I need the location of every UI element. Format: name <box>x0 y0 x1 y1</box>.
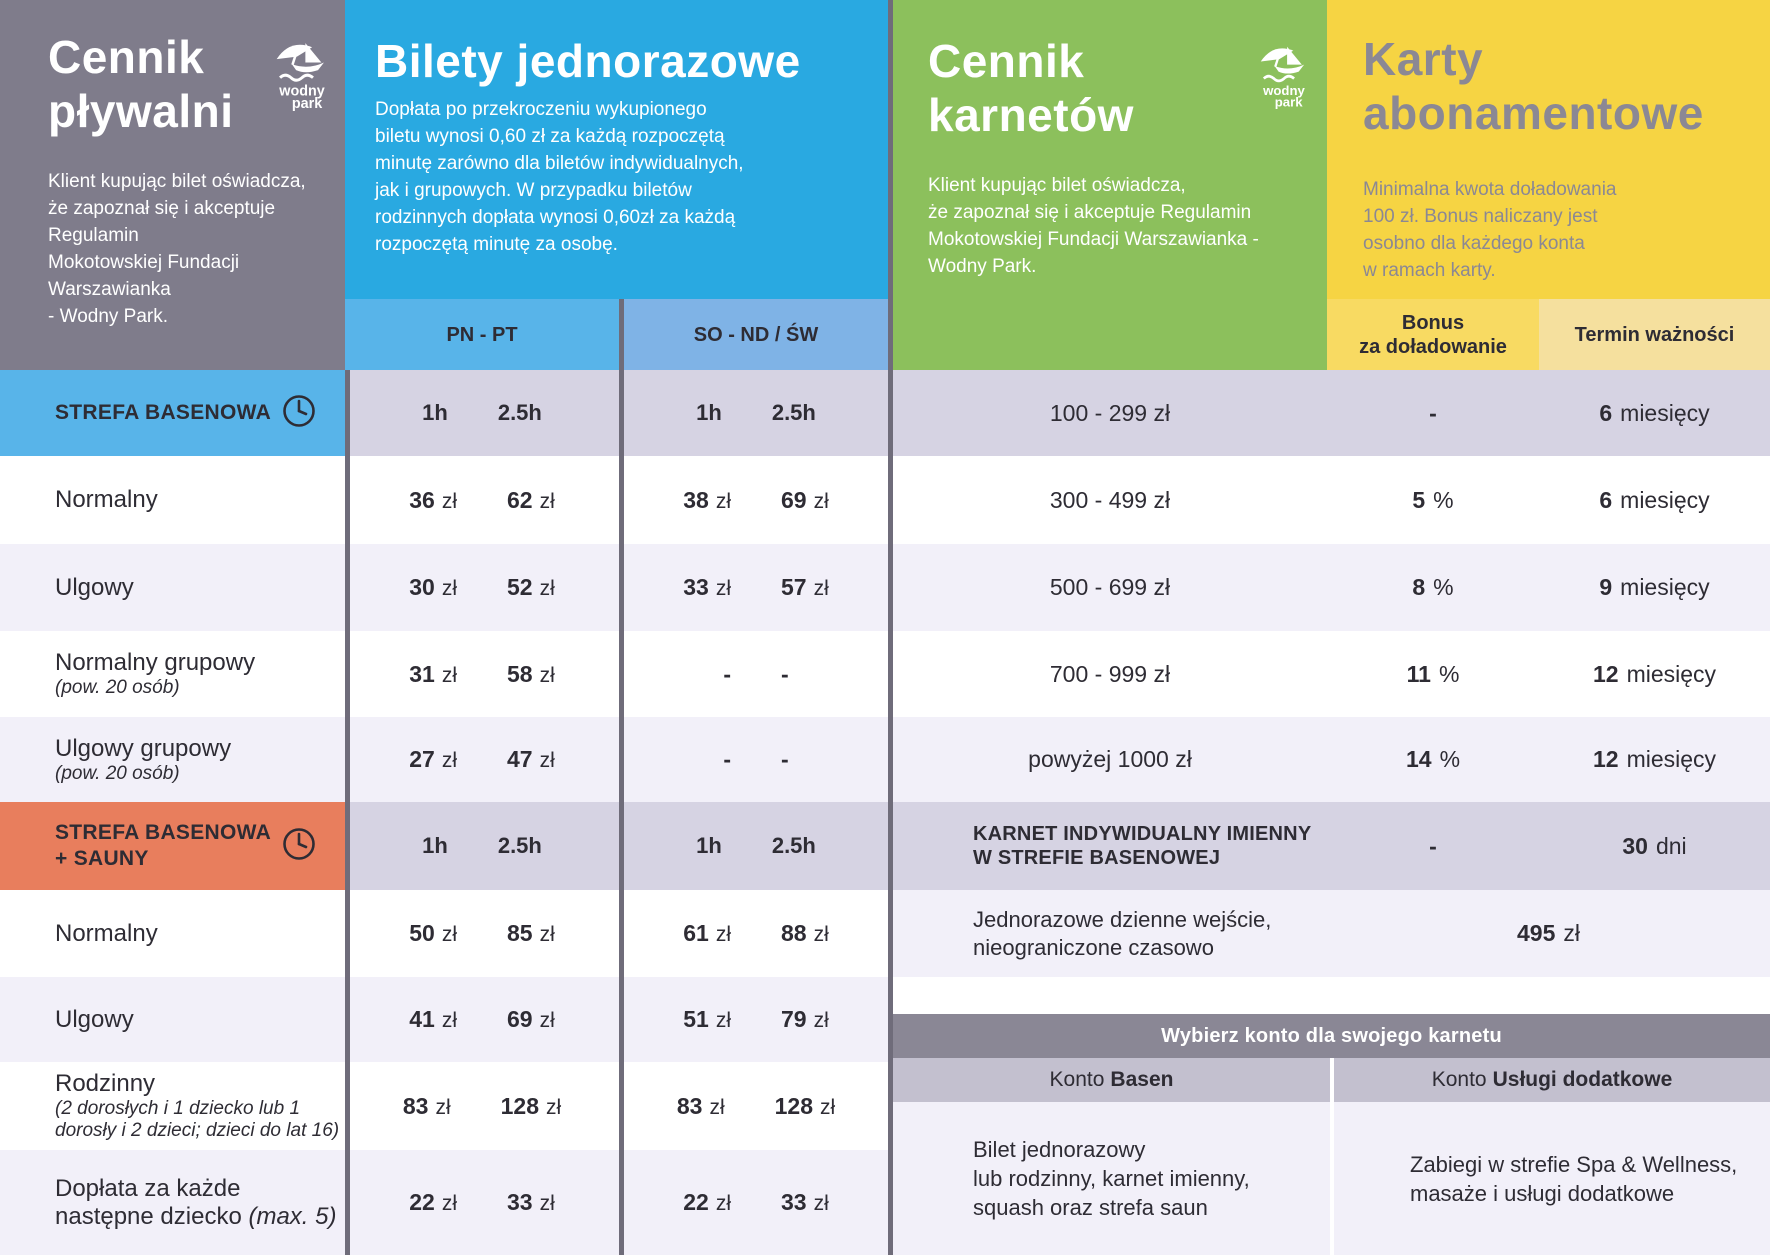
ticket-row-label: Normalny <box>0 456 345 544</box>
ticket-row-label: Ulgowy <box>0 544 345 631</box>
table-divider <box>345 370 350 1255</box>
passes-panel-title: Cennik karnetów <box>928 35 1134 141</box>
table-divider <box>619 299 624 1255</box>
cards-panel-description: Minimalna kwota doładowania 100 zł. Bonu… <box>1363 179 1617 281</box>
logo-text-top: wodny <box>1262 83 1305 98</box>
pool-panel-disclaimer: Klient kupując bilet oświadcza, że zapoz… <box>48 171 306 327</box>
account-column-divider <box>1330 1058 1334 1255</box>
ticket-row-label: Normalny grupowy (pow. 20 osób) <box>0 631 345 717</box>
pass-row: 300 - 499 zł 5% 6 miesięcy <box>893 456 1770 544</box>
logo-text-top: wodny <box>278 83 324 99</box>
wodny-park-logo: wodny park <box>268 38 336 114</box>
sauna-price-row: 41 zł 69 zł 51 zł 79 zł <box>345 977 888 1062</box>
ticket-price-row: 31 zł 58 zł - - <box>345 631 888 717</box>
logo-text-bottom: park <box>1275 94 1303 109</box>
weekday-column-header: PN - PT <box>345 299 619 370</box>
pass-row: 700 - 999 zł 11% 12 miesięcy <box>893 631 1770 717</box>
cards-panel-title: Karty abonamentowe <box>1363 33 1704 139</box>
sauna-row-label: Ulgowy <box>0 977 345 1062</box>
duration-header-row: 1h 2.5h 1h 2.5h <box>345 802 888 890</box>
bonus-column-header: Bonus za doładowanie <box>1327 299 1539 370</box>
pass-row: 500 - 699 zł 8% 9 miesięcy <box>893 544 1770 631</box>
account-header-basen: Konto Basen <box>893 1058 1330 1102</box>
sauna-row-label: Rodzinny (2 dorosłych i 1 dziecko lub 1 d… <box>0 1062 345 1150</box>
karnet-row: KARNET INDYWIDUALNY IMIENNY W STREFIE BA… <box>893 802 1770 890</box>
sauna-price-row: 83 zł 128 zł 83 zł 128 zł <box>345 1062 888 1150</box>
zone-row-pool-sauna: STREFA BASENOWA + SAUNY <box>0 802 345 890</box>
clock-icon <box>281 826 317 867</box>
tickets-panel-title: Bilety jednorazowe <box>375 35 801 87</box>
passes-panel-disclaimer: Klient kupując bilet oświadcza, że zapoz… <box>928 175 1259 277</box>
cards-panel-header: Karty abonamentowe Minimalna kwota doład… <box>1327 0 1770 299</box>
sauna-price-row: 50 zł 85 zł 61 zł 88 zł <box>345 890 888 977</box>
ticket-row-label: Ulgowy grupowy (pow. 20 osób) <box>0 717 345 802</box>
duration-header-row: 1h 2.5h 1h 2.5h <box>345 370 888 456</box>
account-section-bar: Wybierz konto dla swojego karnetu <box>893 1014 1770 1058</box>
zone-row-pool: STREFA BASENOWA <box>0 370 345 456</box>
passes-panel-header: Cennik karnetów wodny park Klient kupują… <box>893 0 1327 370</box>
sauna-row-label: Dopłata za każde następne dziecko (max. … <box>0 1150 345 1255</box>
sauna-price-row: 22 zł 33 zł 22 zł 33 zł <box>345 1150 888 1255</box>
sauna-row-label: Normalny <box>0 890 345 977</box>
daily-entry-row: Jednorazowe dzienne wejście, nieogranicz… <box>893 890 1770 977</box>
ticket-price-row: 36 zł 62 zł 38 zł 69 zł <box>345 456 888 544</box>
ticket-price-row: 27 zł 47 zł - - <box>345 717 888 802</box>
account-header-uslugi: Konto Usługi dodatkowe <box>1334 1058 1770 1102</box>
pool-panel-header: Cennik pływalni wodny park Klient kupują… <box>0 0 345 370</box>
wodny-park-logo: wodny park <box>1253 42 1315 112</box>
table-divider <box>888 0 893 1255</box>
clock-icon <box>281 393 317 434</box>
pool-panel-title: Cennik pływalni <box>48 31 234 137</box>
ticket-price-row: 30 zł 52 zł 33 zł 57 zł <box>345 544 888 631</box>
validity-column-header: Termin ważności <box>1539 299 1770 370</box>
account-cell-basen: Bilet jednorazowy lub rodzinny, karnet i… <box>893 1102 1330 1255</box>
weekend-column-header: SO - ND / ŚW <box>624 299 888 370</box>
tickets-panel-description: Dopłata po przekroczeniu wykupionego bil… <box>375 99 744 255</box>
pass-row: 100 - 299 zł - 6 miesięcy <box>893 370 1770 456</box>
spacer <box>893 977 1770 1014</box>
pass-row: powyżej 1000 zł 14% 12 miesięcy <box>893 717 1770 802</box>
logo-text-bottom: park <box>292 96 322 112</box>
tickets-panel-header: Bilety jednorazowe Dopłata po przekrocze… <box>345 0 893 299</box>
account-cell-uslugi: Zabiegi w strefie Spa & Wellness, masaże… <box>1334 1102 1770 1255</box>
